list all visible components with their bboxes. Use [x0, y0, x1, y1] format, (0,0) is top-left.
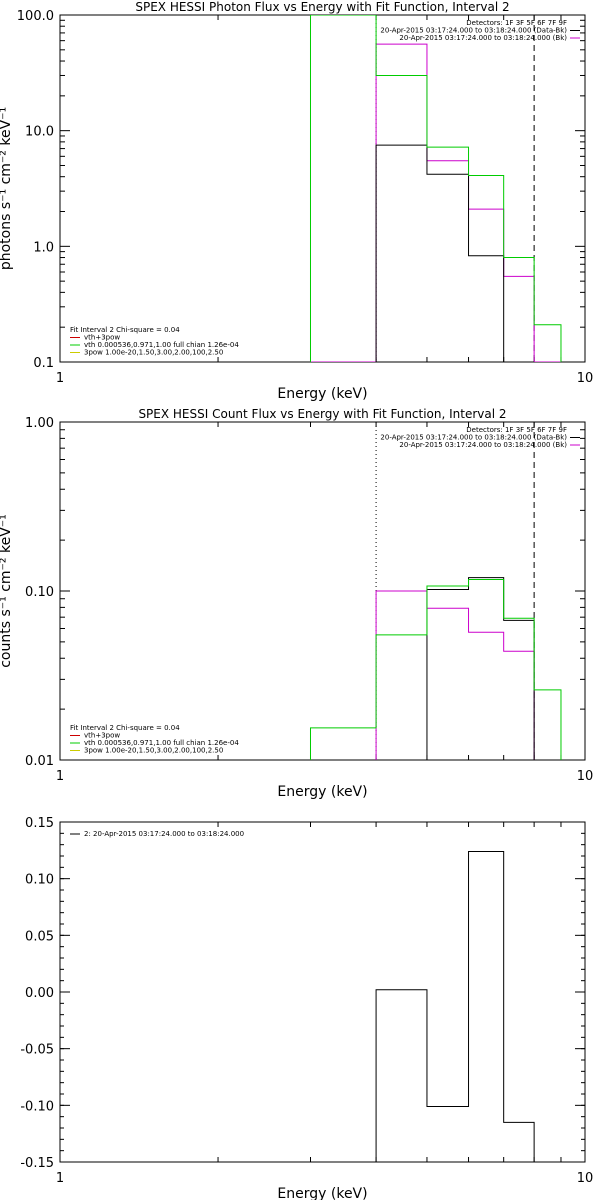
data-area — [375, 850, 535, 1162]
y-tick-label: 0.10 — [25, 585, 54, 600]
legend-left-entry: vth 0.000536,0.971,1.00 full chian 1.26e… — [84, 341, 239, 349]
y-tick-label: 0.05 — [25, 929, 54, 944]
legend-right-entry: 20-Apr-2015 03:17:24.000 to 03:18:24.000… — [380, 434, 567, 442]
legend-right-entry: Detectors: 1F 3F 5F 6F 7F 9F — [466, 426, 567, 434]
chart-title: SPEX HESSI Count Flux vs Energy with Fit… — [138, 407, 506, 421]
y-axis-label: counts s⁻¹ cm⁻² keV⁻¹ — [0, 514, 14, 668]
plot-frame — [59, 421, 586, 761]
chart-title: SPEX HESSI Photon Flux vs Energy with Fi… — [135, 0, 509, 14]
data-area — [309, 15, 562, 362]
series-data-bk — [375, 144, 535, 362]
x-tick-label: 1 — [56, 1171, 64, 1186]
y-tick-label: 1.0 — [33, 240, 54, 255]
y-tick-label: -0.10 — [20, 1099, 54, 1114]
series-residual — [375, 850, 535, 1162]
y-tick-label: -0.05 — [20, 1043, 54, 1058]
x-tick-label: 10 — [577, 1171, 594, 1186]
legend-left-entry: Fit Interval 2 Chi-square = 0.04 — [70, 326, 180, 334]
y-tick-label: 0.01 — [25, 754, 54, 769]
y-tick-label: 100.0 — [17, 9, 54, 24]
x-axis-label: Energy (keV) — [277, 386, 367, 402]
plot-frame — [59, 821, 586, 1163]
x-tick-label: 10 — [577, 371, 594, 386]
x-tick-label: 1 — [56, 769, 64, 784]
series-data-bk — [426, 577, 535, 760]
chart-photon: SPEX HESSI Photon Flux vs Energy with Fi… — [0, 0, 593, 402]
y-tick-label: 10.0 — [25, 125, 54, 140]
x-axis-label: Energy (keV) — [277, 784, 367, 800]
series-vth-3pow — [309, 578, 562, 760]
y-tick-label: 0.10 — [25, 873, 54, 888]
legend-left-entry: 3pow 1.00e-20,1.50,3.00,2.00,100,2.50 — [84, 747, 223, 755]
y-tick-label: 0.1 — [33, 356, 54, 371]
x-tick-label: 10 — [577, 769, 594, 784]
chart-count: SPEX HESSI Count Flux vs Energy with Fit… — [0, 407, 593, 800]
series-vth-3pow — [309, 15, 562, 362]
y-tick-label: 0.00 — [25, 986, 54, 1001]
x-tick-label: 1 — [56, 371, 64, 386]
legend-right-entry: 20-Apr-2015 03:17:24.000 to 03:18:24.000… — [399, 441, 567, 449]
legend-left-entry: vth 0.000536,0.971,1.00 full chian 1.26e… — [84, 739, 239, 747]
y-tick-label: 0.15 — [25, 816, 54, 831]
legend-right-entry: Detectors: 1F 3F 5F 6F 7F 9F — [466, 19, 567, 27]
legend-right-entry: 20-Apr-2015 03:17:24.000 to 03:18:24.000… — [399, 34, 567, 42]
legend-left-entry: vth+3pow — [84, 334, 120, 342]
data-area — [309, 422, 562, 760]
x-axis-label: Energy (keV) — [277, 1186, 367, 1200]
y-tick-label: -0.15 — [20, 1156, 54, 1171]
legend-left-entry: 3pow 1.00e-20,1.50,3.00,2.00,100,2.50 — [84, 349, 223, 357]
legend-right-entry: 20-Apr-2015 03:17:24.000 to 03:18:24.000… — [380, 27, 567, 35]
series-bk — [310, 43, 561, 362]
y-tick-label: 1.00 — [25, 416, 54, 431]
legend-left-entry: Fit Interval 2 Chi-square = 0.04 — [70, 724, 180, 732]
chart-residual: 1 10 -0.15 -0.10 -0.05 0.00 0.05 0.10 0.15 Energy… — [20, 816, 593, 1200]
series-bk — [375, 590, 535, 760]
legend-left-entry: vth+3pow — [84, 732, 120, 740]
legend-left-entry: 2: 20-Apr-2015 03:17:24.000 to 03:18:24.… — [84, 830, 244, 838]
y-axis-label: photons s⁻¹ cm⁻² keV⁻¹ — [0, 107, 14, 270]
plot-frame — [59, 14, 586, 363]
